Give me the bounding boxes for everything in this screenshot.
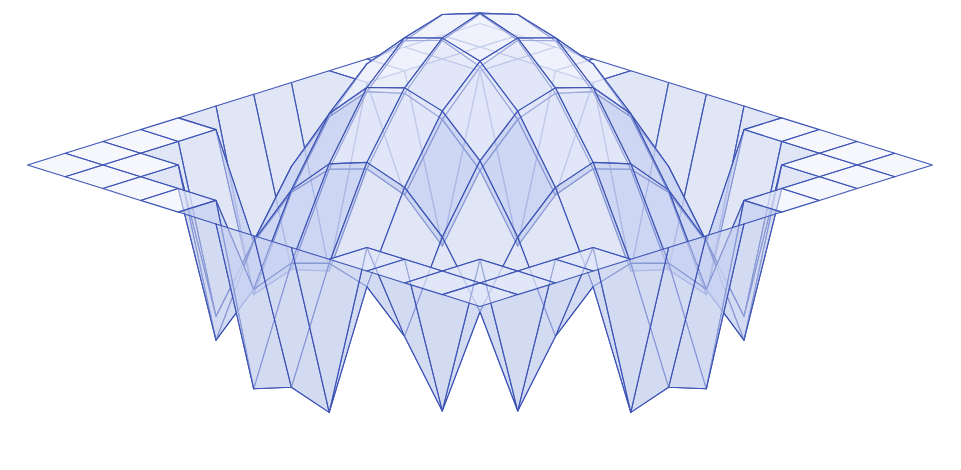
surface-chart [0,0,961,470]
surface-cell [442,283,517,307]
surface-cell [593,248,669,413]
surface-mesh [28,13,933,412]
surface-cell [480,259,555,411]
surface-cell [291,248,367,413]
surface-cell [405,259,480,411]
